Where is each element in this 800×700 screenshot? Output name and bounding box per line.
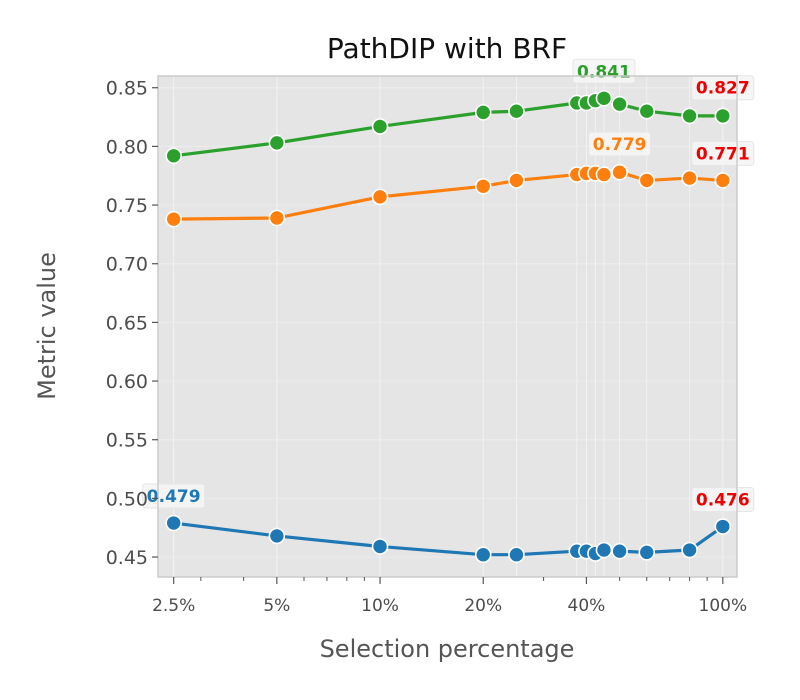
annotation-box xyxy=(691,487,755,513)
y-tick-label: 0.55 xyxy=(106,430,148,452)
annotation-box xyxy=(588,131,652,157)
annotation-layer: 0.841 0.827 0.779 0.771 0.479 0.476 xyxy=(142,58,755,513)
annotation-box xyxy=(572,58,636,84)
data-point-orange xyxy=(714,172,732,189)
data-point-blue xyxy=(638,544,656,561)
x-axis-title: Selection percentage xyxy=(320,635,575,663)
data-point-blue xyxy=(508,546,525,564)
data-point-green xyxy=(474,104,492,121)
data-point-blue xyxy=(611,542,628,560)
y-tick-label: 0.85 xyxy=(106,78,148,100)
data-point-orange xyxy=(681,169,698,187)
annotation-label: 0.771 xyxy=(691,140,755,166)
x-tick-label: 5% xyxy=(263,596,290,616)
annotation-text: 0.771 xyxy=(696,144,750,164)
y-axis-title: Metric value xyxy=(33,252,61,400)
annotation-text: 0.779 xyxy=(593,135,647,155)
annotation-label: 0.479 xyxy=(142,483,206,509)
data-point-orange xyxy=(611,163,628,181)
data-point-blue xyxy=(165,514,182,532)
annotation-box xyxy=(691,140,755,166)
data-point-green xyxy=(595,89,613,107)
data-point-orange xyxy=(638,172,656,189)
y-tick-label: 0.60 xyxy=(106,371,148,393)
data-point-orange xyxy=(474,177,492,195)
series-orange xyxy=(165,163,732,228)
chart-title: PathDIP with BRF xyxy=(327,32,567,65)
data-point-green xyxy=(165,147,182,165)
x-axis: 2.5% 5% 10% 20% 40% 100% xyxy=(152,577,747,616)
data-point-orange xyxy=(165,210,182,228)
data-point-green xyxy=(268,134,286,152)
annotation-label: 0.476 xyxy=(691,487,755,513)
x-tick-label: 10% xyxy=(361,596,399,616)
series-blue xyxy=(165,514,732,564)
annotation-text: 0.479 xyxy=(147,487,201,507)
x-tick-label: 40% xyxy=(568,596,606,616)
annotation-text: 0.827 xyxy=(696,79,750,99)
data-point-blue xyxy=(681,541,698,559)
series-layer xyxy=(165,89,732,564)
data-point-green xyxy=(681,107,698,125)
y-axis: 0.45 0.50 0.55 0.60 0.65 0.70 0.75 0.80 0.85 xyxy=(106,78,158,569)
data-point-blue xyxy=(268,527,286,545)
plot-frame xyxy=(157,75,738,578)
x-tick-label: 20% xyxy=(464,596,502,616)
data-point-green xyxy=(371,118,389,135)
data-point-blue xyxy=(474,546,492,564)
x-tick-label: 2.5% xyxy=(152,596,195,616)
y-tick-label: 0.80 xyxy=(106,136,148,158)
annotation-label: 0.779 xyxy=(588,131,652,157)
data-point-green xyxy=(714,107,732,125)
x-tick-label: 100% xyxy=(699,596,748,616)
annotation-label: 0.827 xyxy=(691,75,755,101)
annotation-text: 0.476 xyxy=(696,491,750,511)
y-tick-label: 0.45 xyxy=(106,547,148,569)
data-point-green xyxy=(508,102,525,120)
data-point-blue xyxy=(714,518,732,535)
plot-background xyxy=(158,76,737,577)
y-tick-label: 0.65 xyxy=(106,312,148,334)
annotation-label: 0.841 xyxy=(572,58,636,84)
annotation-text: 0.841 xyxy=(577,62,631,82)
data-point-blue xyxy=(371,538,389,555)
y-tick-label: 0.75 xyxy=(106,195,148,217)
y-tick-label: 0.50 xyxy=(106,488,148,510)
data-point-orange xyxy=(508,172,525,189)
data-point-green xyxy=(611,95,628,113)
y-tick-label: 0.70 xyxy=(106,254,148,276)
data-point-orange xyxy=(371,188,389,206)
data-point-green xyxy=(638,102,656,120)
data-point-blue xyxy=(595,541,613,559)
data-point-orange xyxy=(595,166,613,183)
data-point-orange xyxy=(268,209,286,227)
series-green xyxy=(165,89,732,165)
